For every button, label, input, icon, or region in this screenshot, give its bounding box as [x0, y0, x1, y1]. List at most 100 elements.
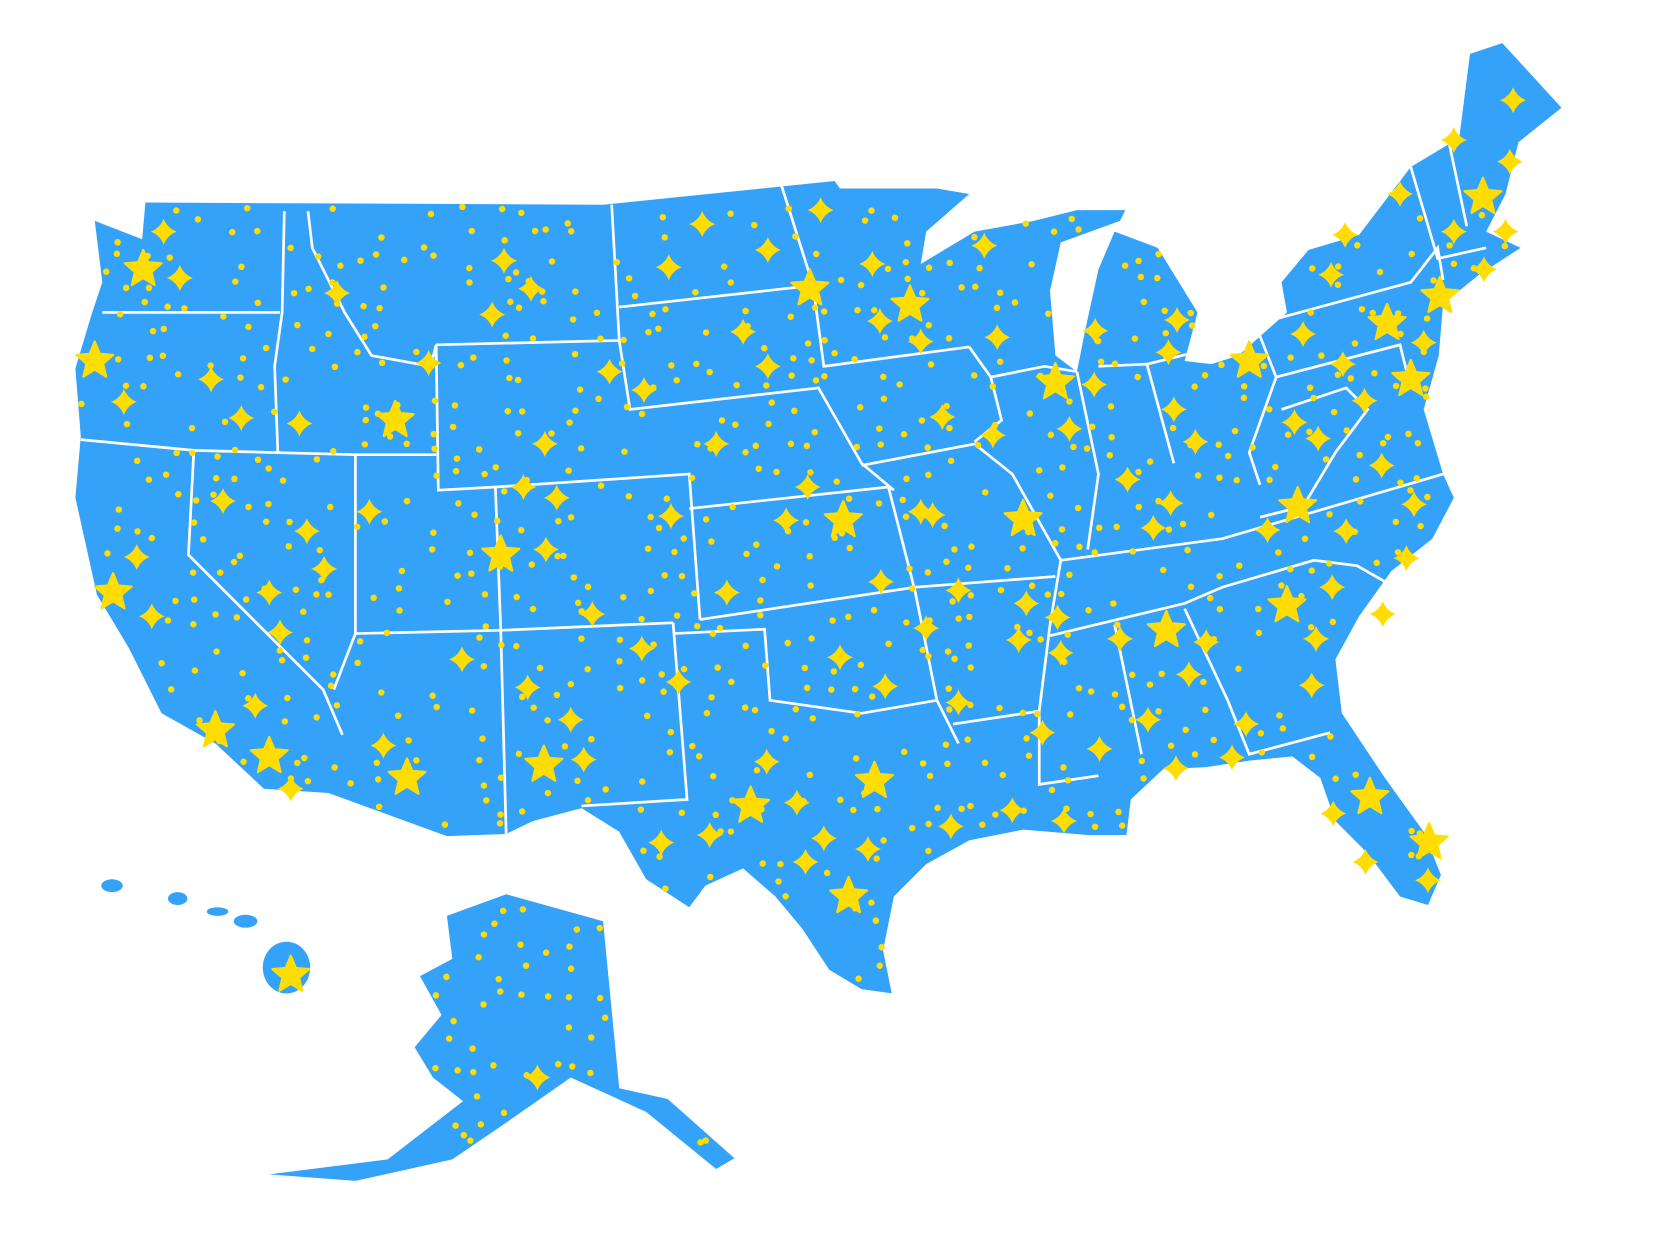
sparkle-icon[interactable] [1332, 221, 1358, 248]
sparkle-icon[interactable] [1319, 574, 1346, 601]
star-icon[interactable] [1146, 609, 1186, 648]
sparkle-icon[interactable] [1351, 387, 1378, 414]
star-icon[interactable] [481, 534, 521, 572]
sparkle-icon[interactable] [324, 280, 350, 306]
sparkle-icon[interactable] [123, 544, 150, 570]
sparkle-icon[interactable] [510, 474, 537, 500]
sparkle-icon[interactable] [228, 405, 255, 431]
sparkle-icon[interactable] [945, 577, 972, 604]
sparkle-icon[interactable] [1056, 415, 1083, 442]
contiguous-us[interactable] [75, 43, 1562, 994]
sparkle-icon[interactable] [1163, 755, 1189, 782]
sparkle-icon[interactable] [929, 404, 956, 430]
star-icon[interactable] [1367, 302, 1407, 341]
sparkle-icon[interactable] [919, 502, 946, 528]
star-icon[interactable] [731, 785, 771, 823]
star-icon[interactable] [1420, 275, 1460, 314]
sparkle-icon[interactable] [596, 358, 623, 385]
star-icon[interactable] [1035, 362, 1075, 400]
star-icon[interactable] [249, 735, 289, 774]
star-icon[interactable] [93, 572, 133, 610]
sparkle-icon[interactable] [356, 498, 383, 525]
sparkle-icon[interactable] [1393, 545, 1420, 572]
star-icon[interactable] [271, 954, 311, 992]
sparkle-icon[interactable] [242, 692, 269, 719]
star-icon[interactable] [790, 268, 830, 306]
sparkle-icon[interactable] [810, 825, 837, 852]
sparkle-icon[interactable] [696, 822, 723, 848]
sparkle-icon[interactable] [1086, 735, 1113, 762]
sparkle-icon[interactable] [1219, 744, 1245, 771]
sparkle-icon[interactable] [294, 518, 320, 545]
sparkle-icon[interactable] [999, 797, 1026, 824]
sparkle-icon[interactable] [855, 836, 881, 862]
star-icon[interactable] [524, 744, 564, 782]
sparkle-icon[interactable] [971, 232, 998, 259]
sparkle-icon[interactable] [1013, 590, 1040, 617]
sparkle-icon[interactable] [1318, 261, 1344, 288]
sparkle-icon[interactable] [166, 265, 193, 291]
sparkle-icon[interactable] [150, 218, 177, 245]
sparkle-icon[interactable] [1401, 491, 1427, 518]
sparkle-icon[interactable] [980, 422, 1006, 449]
sparkle-icon[interactable] [1051, 808, 1077, 834]
sparkle-icon[interactable] [1410, 329, 1437, 356]
sparkle-icon[interactable] [277, 775, 304, 802]
sparkle-icon[interactable] [198, 366, 224, 393]
sparkle-icon[interactable] [479, 301, 506, 328]
sparkle-icon[interactable] [518, 275, 544, 302]
sparkle-icon[interactable] [138, 603, 165, 630]
star-icon[interactable] [823, 499, 863, 538]
star-icon[interactable] [1278, 485, 1318, 524]
sparkle-icon[interactable] [754, 353, 781, 380]
sparkle-icon[interactable] [648, 829, 675, 856]
sparkle-icon[interactable] [286, 410, 313, 437]
hawaii[interactable] [101, 879, 311, 994]
star-icon[interactable] [1267, 585, 1307, 623]
star-icon[interactable] [1003, 498, 1043, 537]
sparkle-icon[interactable] [210, 488, 236, 514]
sparkle-icon[interactable] [557, 706, 584, 733]
sparkle-icon[interactable] [543, 484, 570, 511]
sparkle-icon[interactable] [1471, 256, 1497, 283]
sparkle-icon[interactable] [703, 430, 730, 457]
sparkle-icon[interactable] [872, 673, 899, 700]
sparkle-icon[interactable] [1164, 307, 1190, 333]
sparkle-icon[interactable] [1298, 672, 1325, 699]
sparkle-icon[interactable] [754, 237, 781, 263]
sparkle-icon[interactable] [773, 507, 800, 534]
sparkle-icon[interactable] [1305, 425, 1332, 452]
sparkle-icon[interactable] [1135, 706, 1161, 733]
sparkle-icon[interactable] [415, 350, 442, 377]
sparkle-icon[interactable] [807, 197, 834, 224]
sparkle-icon[interactable] [907, 328, 934, 355]
sparkle-icon[interactable] [792, 849, 819, 875]
sparkle-icon[interactable] [945, 689, 972, 716]
sparkle-icon[interactable] [1290, 321, 1316, 347]
sparkle-icon[interactable] [1254, 517, 1281, 544]
sparkle-icon[interactable] [1082, 317, 1109, 344]
sparkle-icon[interactable] [665, 669, 692, 695]
sparkle-icon[interactable] [1500, 87, 1526, 114]
sparkle-icon[interactable] [859, 251, 886, 277]
sparkle-icon[interactable] [1303, 626, 1329, 652]
sparkle-icon[interactable] [1330, 351, 1356, 378]
sparkle-icon[interactable] [714, 579, 740, 606]
star-icon[interactable] [75, 340, 115, 378]
sparkle-icon[interactable] [1157, 490, 1184, 517]
sparkle-icon[interactable] [753, 748, 780, 775]
star-icon[interactable] [1391, 358, 1431, 397]
sparkle-icon[interactable] [1440, 218, 1467, 245]
sparkle-icon[interactable] [866, 308, 893, 335]
star-icon[interactable] [854, 760, 894, 798]
sparkle-icon[interactable] [1193, 629, 1220, 656]
alaska[interactable] [269, 894, 735, 1181]
sparkle-icon[interactable] [1368, 452, 1395, 479]
sparkle-icon[interactable] [1352, 849, 1379, 875]
sparkle-icon[interactable] [1281, 409, 1308, 436]
sparkle-icon[interactable] [256, 579, 283, 606]
sparkle-icon[interactable] [868, 568, 894, 595]
sparkle-icon[interactable] [658, 503, 684, 530]
sparkle-icon[interactable] [1233, 711, 1259, 737]
star-icon[interactable] [195, 710, 235, 748]
